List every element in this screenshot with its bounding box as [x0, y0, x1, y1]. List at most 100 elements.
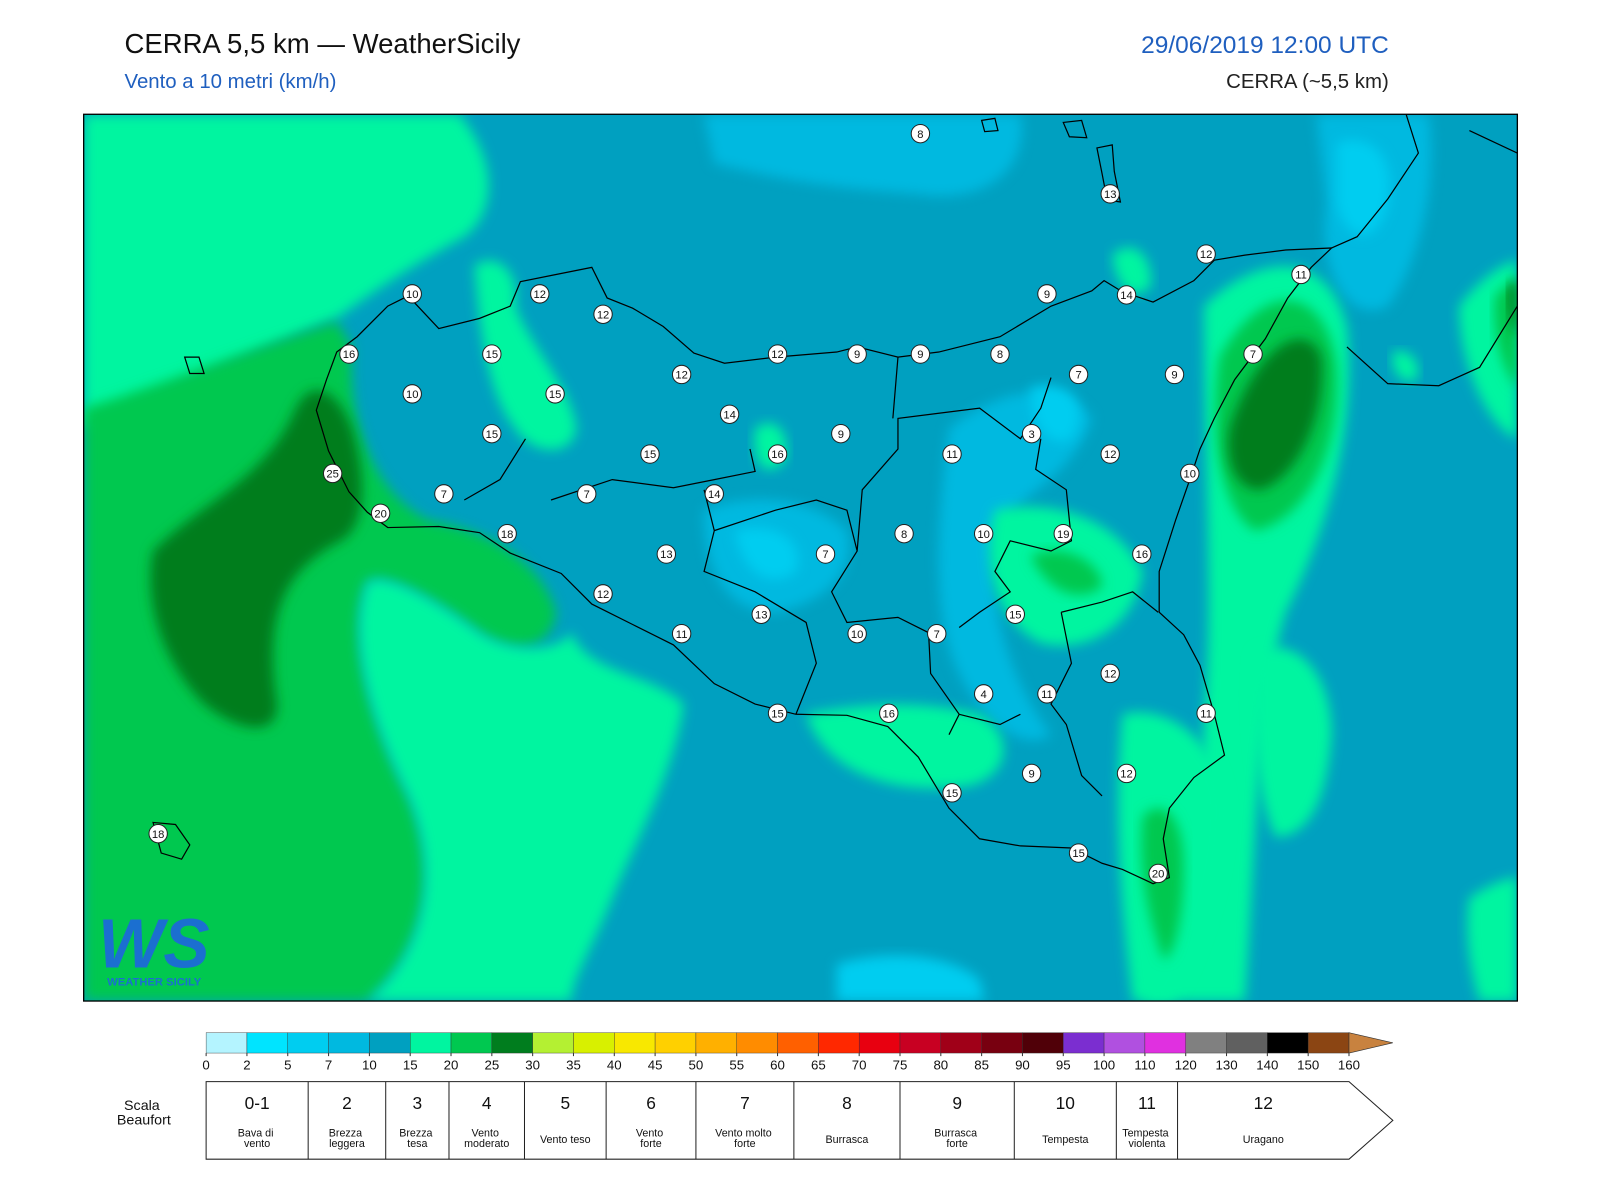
station-value: 12	[1120, 769, 1132, 781]
colorbar-segment	[410, 1032, 452, 1054]
station-marker	[973, 684, 994, 704]
station-marker	[1196, 244, 1216, 264]
station-marker	[322, 463, 343, 484]
station-value: 9	[917, 349, 923, 361]
beaufort-force: 7	[740, 1093, 750, 1113]
station-marker	[942, 444, 962, 464]
station-marker	[577, 484, 597, 504]
colorbar-segment	[1307, 1032, 1350, 1054]
station-marker	[402, 384, 422, 404]
station-value: 12	[534, 289, 546, 301]
logo: WS WEATHER SICILY	[98, 904, 210, 988]
wind-band	[150, 390, 363, 728]
colorbar-segment	[1226, 1032, 1268, 1054]
station-marker	[1068, 364, 1089, 385]
station-value: 20	[374, 508, 386, 520]
station-marker	[1100, 184, 1120, 204]
station-marker	[1021, 763, 1042, 784]
station-value: 8	[997, 349, 1003, 361]
station-value: 9	[1171, 370, 1177, 382]
station-value: 10	[406, 389, 418, 401]
colorbar-tick-label: 95	[1056, 1057, 1071, 1072]
beaufort-force: 4	[482, 1093, 492, 1113]
colorbar-tick-label: 45	[648, 1057, 663, 1072]
station-marker	[1148, 863, 1168, 884]
station-marker	[767, 703, 788, 723]
wind-band	[1507, 280, 1518, 337]
station-marker	[1100, 444, 1120, 464]
colorbar-segment	[1144, 1032, 1186, 1054]
station-marker	[910, 344, 931, 364]
station-marker	[593, 304, 613, 324]
station-marker	[1164, 364, 1185, 385]
station-marker	[847, 344, 867, 364]
station-value: 9	[1044, 289, 1050, 301]
colorbar-tick-label: 7	[325, 1057, 332, 1072]
logo-text: WEATHER SICILY	[107, 977, 202, 989]
station-marker	[1068, 843, 1089, 863]
wind-band	[83, 114, 489, 429]
colorbar-segment	[287, 1032, 329, 1054]
station-value: 13	[755, 609, 767, 621]
beaufort-description: Brezza leggera	[329, 1128, 365, 1150]
station-marker	[894, 523, 914, 544]
colorbar-segment	[532, 1032, 574, 1054]
station-marker	[640, 444, 660, 464]
calabria-coast	[1331, 114, 1518, 387]
beaufort-description: Tempesta	[1042, 1134, 1088, 1146]
wind-field	[83, 114, 1518, 1002]
colorbar-segment	[858, 1032, 901, 1054]
colorbar-segment	[940, 1032, 982, 1054]
beaufort-force: 12	[1254, 1093, 1273, 1113]
beaufort-description: Vento forte	[636, 1128, 666, 1150]
colorbar-tick-label: 130	[1215, 1057, 1237, 1072]
colorbar-tick-label: 55	[729, 1057, 744, 1072]
station-value: 4	[981, 689, 987, 701]
station-value: 13	[1104, 189, 1116, 201]
beaufort-outline	[205, 1081, 1394, 1160]
station-marker	[148, 823, 168, 844]
station-marker	[1021, 423, 1042, 444]
station-marker	[656, 544, 677, 564]
beaufort-force: 8	[842, 1093, 852, 1113]
station-marker	[671, 623, 692, 644]
station-marker	[942, 783, 962, 803]
map-frame	[83, 113, 1519, 1002]
station-marker	[1037, 684, 1057, 704]
station-value: 9	[1029, 769, 1035, 781]
colorbar-segment	[573, 1032, 615, 1054]
beaufort-force: 6	[646, 1093, 656, 1113]
colorbar-tick-label: 20	[444, 1057, 459, 1072]
colorbar-segment	[205, 1032, 248, 1054]
station-value: 11	[1295, 270, 1307, 282]
colorbar-tick-label: 100	[1093, 1057, 1115, 1072]
station-value: 13	[660, 549, 672, 561]
colorbar-tick-label: 160	[1338, 1057, 1360, 1072]
colorbar-tick-label: 85	[974, 1057, 989, 1072]
beaufort-description: Vento teso	[540, 1134, 591, 1146]
colorbar-tick-label: 65	[811, 1057, 826, 1072]
station-value: 19	[1057, 529, 1069, 541]
station-marker	[990, 344, 1010, 364]
province-border	[463, 357, 1159, 797]
station-marker	[767, 344, 788, 364]
colorbar-tick-label: 35	[566, 1057, 581, 1072]
station-value: 12	[597, 589, 609, 601]
station-marker	[831, 423, 851, 444]
colorbar-segment	[1063, 1032, 1105, 1054]
beaufort-description: Vento moderato	[464, 1128, 509, 1150]
station-marker	[1053, 523, 1073, 544]
station-marker	[751, 604, 771, 624]
wind-band	[836, 955, 985, 1002]
station-value: 7	[1075, 370, 1081, 382]
station-value: 14	[723, 409, 735, 421]
colorbar-arrow	[1348, 1032, 1393, 1054]
beaufort-scale: Scala Beaufort 0-1 Bava di vento 2 Brezza le…	[117, 1081, 1394, 1160]
station-value: 16	[883, 708, 895, 720]
station-value: 12	[1104, 669, 1116, 681]
wind-band	[938, 392, 1092, 741]
station-value: 16	[343, 349, 355, 361]
beaufort-force: 5	[560, 1093, 570, 1113]
station-marker	[1196, 703, 1216, 723]
colorbar-segment	[369, 1032, 411, 1054]
